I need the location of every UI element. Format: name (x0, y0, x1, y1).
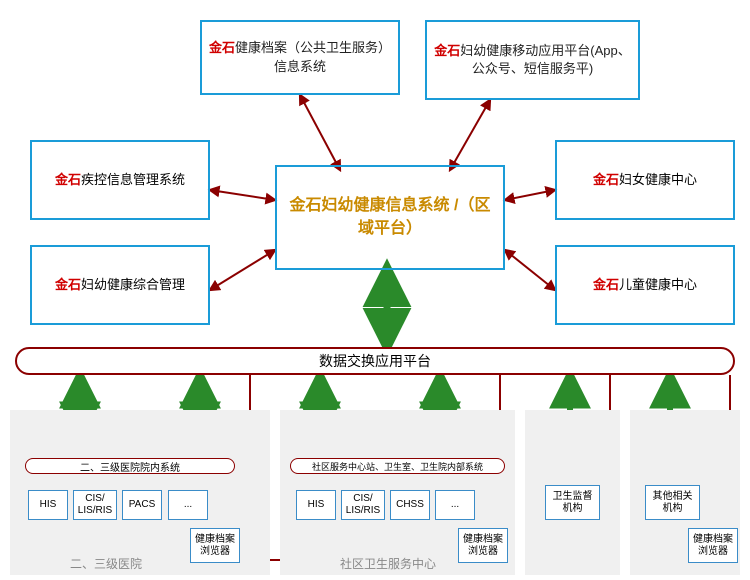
subpipe-hospital: 二、三级医院院内系统 (25, 458, 235, 474)
pipe-label: 数据交换应用平台 (319, 351, 431, 371)
data-exchange-pipe: 数据交换应用平台 (15, 347, 735, 375)
box-top-archive: 金石健康档案（公共卫生服务）信息系统 (200, 20, 400, 95)
node-cis-m: CIS/ LIS/RIS (341, 490, 385, 520)
node-browser-r: 健康档案 浏览器 (688, 528, 738, 563)
box-center-platform: 金石妇幼健康信息系统 /（区域平台） (275, 165, 505, 270)
node-other: 其他相关 机构 (645, 485, 700, 520)
label: 社区服务中心站、卫生室、卫生院内部系统 (312, 460, 483, 473)
node-supervise: 卫生监督 机构 (545, 485, 600, 520)
node-chss-m: CHSS (390, 490, 430, 520)
text: 儿童健康中心 (619, 277, 697, 292)
prefix: 金石 (593, 277, 619, 292)
box-child-center: 金石儿童健康中心 (555, 245, 735, 325)
section-community-label: 社区卫生服务中心 (340, 555, 436, 572)
node-his-m: HIS (296, 490, 336, 520)
text: 妇女健康中心 (619, 172, 697, 187)
box-top-mobile: 金石妇幼健康移动应用平台(App、公众号、短信服务平) (425, 20, 640, 100)
node-cis-l: CIS/ LIS/RIS (73, 490, 117, 520)
prefix: 金石 (55, 277, 81, 292)
text: 妇幼健康信息系统 /（区域平台） (322, 197, 491, 236)
prefix: 金石 (593, 172, 619, 187)
node-more-m: ... (435, 490, 475, 520)
text: 疾控信息管理系统 (81, 172, 185, 187)
text: 妇幼健康综合管理 (81, 277, 185, 292)
prefix: 金石 (434, 43, 460, 58)
subpipe-community: 社区服务中心站、卫生室、卫生院内部系统 (290, 458, 505, 474)
prefix: 金石 (209, 40, 235, 55)
prefix: 金石 (290, 197, 322, 214)
node-browser-m: 健康档案 浏览器 (458, 528, 508, 563)
box-cdc: 金石疾控信息管理系统 (30, 140, 210, 220)
node-more-l: ... (168, 490, 208, 520)
box-women-center: 金石妇女健康中心 (555, 140, 735, 220)
text: 妇幼健康移动应用平台(App、公众号、短信服务平) (460, 43, 630, 76)
box-manage: 金石妇幼健康综合管理 (30, 245, 210, 325)
node-his-l: HIS (28, 490, 68, 520)
label: 二、三级医院院内系统 (80, 459, 180, 474)
section-hospital-label: 二、三级医院 (70, 555, 142, 572)
text: 健康档案（公共卫生服务）信息系统 (235, 40, 391, 73)
node-browser-l: 健康档案 浏览器 (190, 528, 240, 563)
node-pacs-l: PACS (122, 490, 162, 520)
prefix: 金石 (55, 172, 81, 187)
